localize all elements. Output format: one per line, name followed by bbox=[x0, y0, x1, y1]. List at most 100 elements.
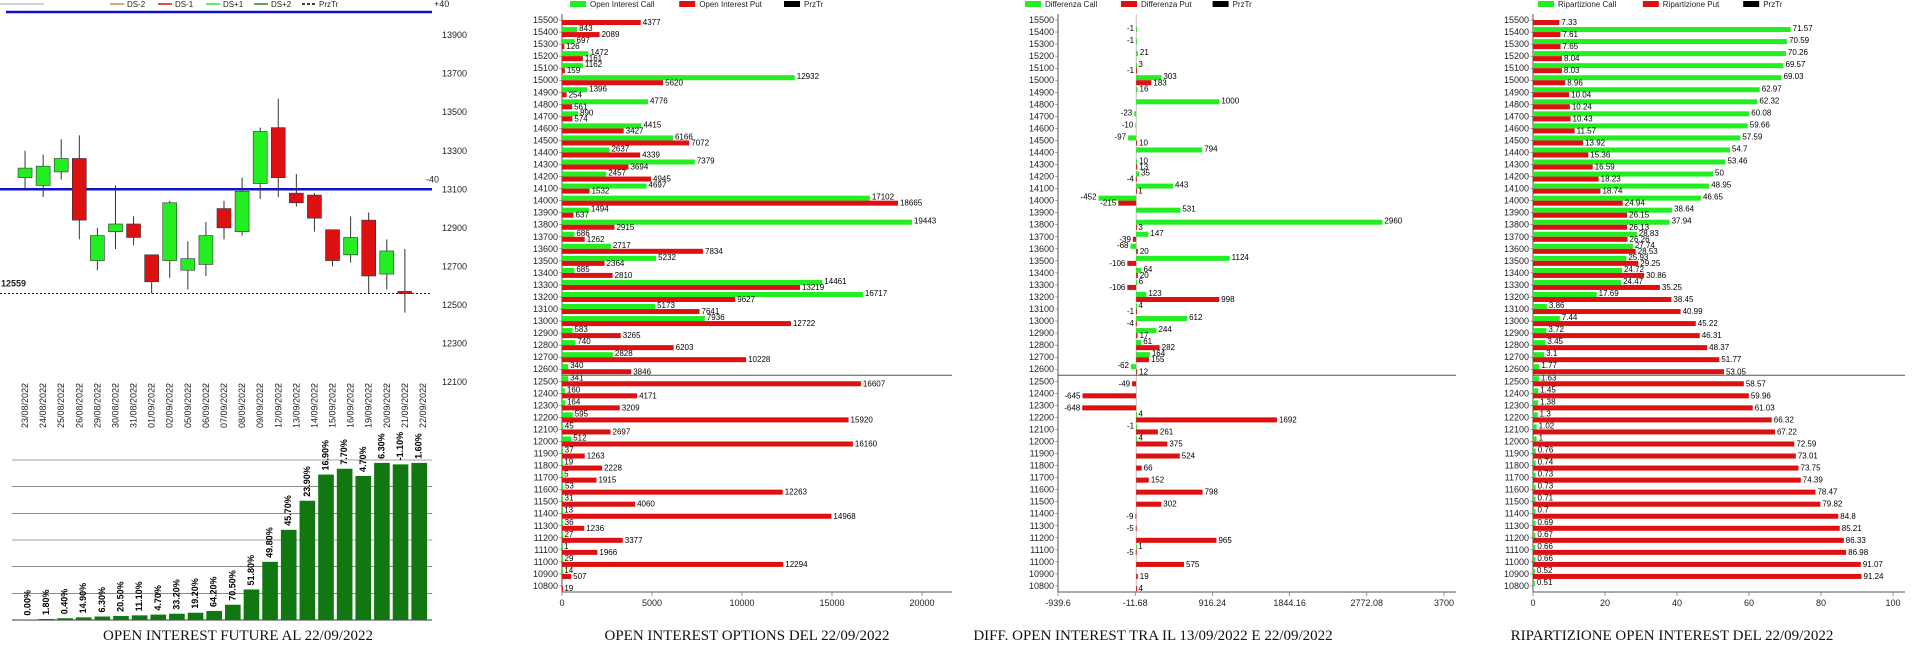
candle-body bbox=[163, 203, 177, 261]
ripartizione-call-value: 0.74 bbox=[1538, 458, 1554, 467]
diff-put-value: -5 bbox=[1127, 524, 1135, 533]
ripartizione-x-tick-label: 60 bbox=[1744, 598, 1754, 608]
options-call-value: 1494 bbox=[591, 205, 609, 214]
diff-strike-label: 13900 bbox=[1029, 208, 1054, 218]
options-strike-label: 14700 bbox=[533, 111, 558, 121]
options-put-value: 126 bbox=[566, 42, 580, 51]
ripartizione-call-bar bbox=[1533, 449, 1536, 454]
options-legend-swatch bbox=[784, 1, 800, 7]
ripartizione-call-bar bbox=[1533, 135, 1740, 140]
diff-call-value: 6 bbox=[1139, 277, 1144, 286]
options-put-value: 2810 bbox=[615, 271, 633, 280]
ripartizione-put-bar bbox=[1533, 285, 1660, 290]
ripartizione-call-bar bbox=[1533, 172, 1713, 177]
ripartizione-call-value: 54.7 bbox=[1732, 144, 1748, 153]
date-label: 21/09/2022 bbox=[400, 383, 410, 428]
ripartizione-call-value: 0.69 bbox=[1537, 518, 1553, 527]
diff-put-bar bbox=[1136, 550, 1137, 555]
options-put-bar bbox=[562, 56, 583, 61]
ripartizione-put-bar bbox=[1533, 68, 1562, 73]
diff-put-bar bbox=[1136, 478, 1149, 483]
ripartizione-put-bar bbox=[1533, 369, 1724, 374]
diff-strike-label: 13600 bbox=[1029, 244, 1054, 254]
ripartizione-call-value: 0.71 bbox=[1538, 494, 1554, 503]
options-strike-label: 14600 bbox=[533, 123, 558, 133]
candle-body bbox=[344, 237, 358, 254]
candle-body bbox=[307, 195, 321, 218]
options-put-value: 3209 bbox=[622, 403, 640, 412]
candle-body bbox=[398, 291, 412, 293]
candle-body bbox=[289, 193, 303, 203]
ripartizione-put-bar bbox=[1533, 562, 1861, 567]
options-strike-label: 13300 bbox=[533, 280, 558, 290]
ripartizione-put-value: 46.31 bbox=[1702, 331, 1723, 340]
diff-call-value: 443 bbox=[1175, 181, 1189, 190]
options-call-bar bbox=[562, 160, 695, 165]
date-label: 05/09/2022 bbox=[183, 383, 193, 428]
options-call-value: 14461 bbox=[824, 277, 847, 286]
ripartizione-strike-label: 13200 bbox=[1504, 292, 1529, 302]
options-strike-label: 14200 bbox=[533, 172, 558, 182]
diff-legend-swatch bbox=[1121, 1, 1137, 7]
ripartizione-call-bar bbox=[1533, 400, 1538, 405]
ripartizione-call-bar bbox=[1533, 581, 1535, 586]
legend-label-prztr: PrzTr bbox=[319, 0, 339, 9]
ripartizione-put-bar bbox=[1533, 44, 1561, 49]
ripartizione-legend-label: Ripartizione Call bbox=[1558, 0, 1616, 9]
options-put-value: 1532 bbox=[592, 187, 610, 196]
diff-strike-label: 13400 bbox=[1029, 268, 1054, 278]
options-strike-label: 14300 bbox=[533, 160, 558, 170]
date-label: 20/09/2022 bbox=[382, 383, 392, 428]
options-put-bar bbox=[562, 104, 572, 109]
options-call-bar bbox=[562, 304, 655, 309]
ripartizione-put-value: 59.96 bbox=[1751, 391, 1772, 400]
ripartizione-call-bar bbox=[1533, 256, 1626, 261]
ripartizione-put-value: 66.32 bbox=[1774, 415, 1795, 424]
options-call-value: 4697 bbox=[649, 181, 667, 190]
options-strike-label: 12200 bbox=[533, 412, 558, 422]
ripartizione-put-bar bbox=[1533, 478, 1801, 483]
ripartizione-strike-label: 11900 bbox=[1505, 449, 1529, 459]
ripartizione-strike-label: 11500 bbox=[1505, 497, 1529, 507]
date-label: 31/08/2022 bbox=[129, 383, 139, 428]
y-tick-label: 12100 bbox=[442, 377, 467, 387]
oi-future-bar bbox=[95, 617, 111, 620]
diff-strike-label: 12100 bbox=[1029, 424, 1054, 434]
y-tick-label: 13100 bbox=[442, 184, 467, 194]
options-put-bar bbox=[562, 405, 620, 410]
candle-body bbox=[217, 209, 231, 228]
ripartizione-call-value: 62.32 bbox=[1759, 96, 1780, 105]
ripartizione-put-bar bbox=[1533, 80, 1565, 85]
ripartizione-call-value: 46.65 bbox=[1703, 193, 1724, 202]
diff-strike-label: 14000 bbox=[1029, 196, 1054, 206]
ripartizione-put-value: 8.03 bbox=[1564, 66, 1580, 75]
options-call-value: 5173 bbox=[657, 301, 675, 310]
ripartizione-call-value: 60.08 bbox=[1751, 108, 1772, 117]
diff-put-value: -49 bbox=[1119, 379, 1131, 388]
diff-call-bar bbox=[1136, 280, 1137, 285]
oi-future-bar bbox=[318, 475, 334, 620]
options-put-bar bbox=[562, 249, 703, 254]
options-put-bar bbox=[562, 381, 861, 386]
options-put-bar bbox=[562, 201, 898, 206]
y-tick-label: 12900 bbox=[442, 223, 467, 233]
options-call-bar bbox=[562, 569, 563, 574]
diff-call-value: 21 bbox=[1140, 48, 1149, 57]
options-call-bar bbox=[562, 388, 565, 393]
date-label: 09/09/2022 bbox=[255, 383, 265, 428]
options-put-value: 3377 bbox=[625, 536, 643, 545]
diff-strike-label: 14300 bbox=[1029, 160, 1054, 170]
ripartizione-put-value: 73.01 bbox=[1798, 452, 1819, 461]
oi-future-bar-label: 6.30% bbox=[97, 587, 107, 613]
diff-put-bar bbox=[1133, 237, 1136, 242]
ripartizione-put-value: 10.43 bbox=[1573, 114, 1594, 123]
diff-call-bar bbox=[1136, 51, 1138, 56]
options-put-value: 2228 bbox=[604, 464, 622, 473]
options-put-value: 254 bbox=[569, 90, 583, 99]
options-put-value: 7834 bbox=[705, 247, 723, 256]
date-label: 30/08/2022 bbox=[110, 383, 120, 428]
ripartizione-put-value: 74.39 bbox=[1803, 476, 1824, 485]
ripartizione-call-value: 24.72 bbox=[1624, 265, 1645, 274]
ripartizione-put-bar bbox=[1533, 441, 1794, 446]
